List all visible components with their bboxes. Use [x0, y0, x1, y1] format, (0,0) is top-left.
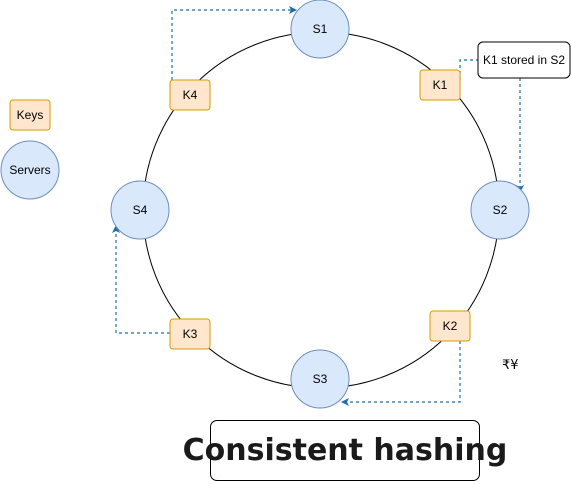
arrow-k2-to-s3: [341, 341, 461, 406]
key-k1: K1: [419, 69, 461, 101]
key-k4: K4: [169, 79, 211, 111]
server-s1: S1: [290, 0, 350, 59]
arrow-k4-to-s1: [171, 6, 297, 80]
server-s1-label: S1: [313, 22, 328, 36]
server-s3: S3: [290, 349, 350, 409]
key-k2: K2: [429, 310, 471, 342]
arrow-k1-to-callout: [459, 59, 478, 80]
title-box: Consistent hashing: [183, 420, 507, 481]
key-k4-label: K4: [183, 88, 198, 102]
stray-text: ₹¥: [502, 358, 519, 373]
legend-servers-label: Servers: [9, 163, 50, 177]
server-s4: S4: [110, 180, 170, 240]
server-s4-label: S4: [133, 203, 148, 217]
callout-k1-text: K1 stored in S2: [483, 53, 565, 67]
server-s2: S2: [470, 180, 530, 240]
callout-k1-stored: K1 stored in S2: [477, 41, 571, 79]
key-k2-label: K2: [443, 319, 458, 333]
arrow-k3-to-s4: [112, 225, 170, 334]
legend-keys: Keys: [9, 99, 51, 131]
legend-servers: Servers: [0, 140, 60, 200]
server-s3-label: S3: [313, 372, 328, 386]
diagram-title: Consistent hashing: [182, 433, 508, 468]
server-s2-label: S2: [493, 203, 508, 217]
key-k1-label: K1: [433, 78, 448, 92]
key-k3-label: K3: [183, 327, 198, 341]
key-k3: K3: [169, 318, 211, 350]
legend-keys-label: Keys: [17, 108, 44, 122]
